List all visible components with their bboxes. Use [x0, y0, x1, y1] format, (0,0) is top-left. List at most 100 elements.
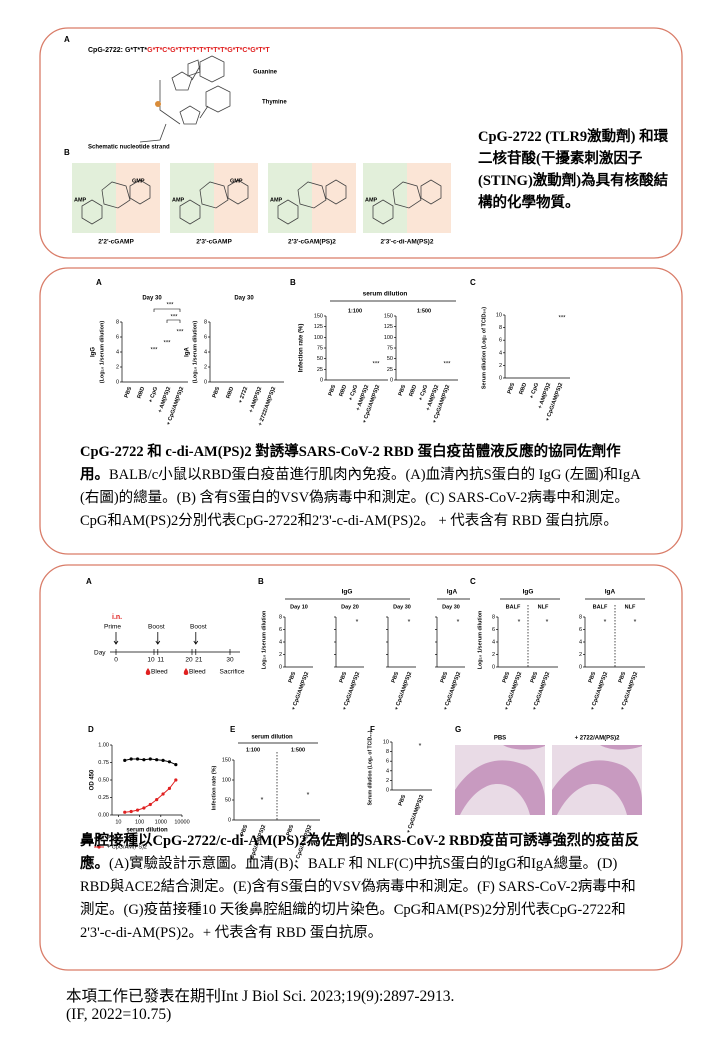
y-tick-label: 150	[222, 757, 231, 763]
y-tick-label: 0.50	[98, 777, 109, 783]
y-tick-label: 8	[579, 614, 582, 620]
day-label: 30	[226, 657, 234, 664]
panel-letter: E	[230, 725, 236, 734]
x-tick-label: PBS	[240, 824, 250, 837]
caption-body: BALB/c小鼠以RBD蛋白疫苗進行肌肉內免疫。(A)血清內抗S蛋白的 IgG …	[80, 467, 640, 529]
x-tick-label: PBS	[618, 671, 628, 684]
axis-title: Serum dilution (Log₂ of TCID₅₀)	[367, 730, 373, 805]
amp-label: AMP	[74, 197, 87, 203]
x-tick-label: PBS	[328, 384, 338, 397]
panel-letter: B	[64, 148, 70, 157]
panel-letter: A	[96, 278, 102, 287]
amp-half	[268, 163, 312, 233]
axis-title: Serum dilution (Log₂ of TCID₅₀)	[481, 307, 487, 389]
box2-caption: CpG-2722 和 c-di-AM(PS)2 對誘導SARS-CoV-2 RB…	[80, 441, 645, 533]
panel-letter: A	[86, 577, 92, 586]
gmp-label: GMP	[132, 178, 145, 184]
caption-body: (A)實驗設計示意圖。血清(B)、BALF 和 NLF(C)中抗S蛋白的IgG和…	[80, 856, 636, 941]
footer-line: (IF, 2022=10.75)	[66, 1006, 172, 1023]
day-label: 0	[114, 657, 118, 664]
compound-label: 2'3'-cGAM(PS)2	[288, 239, 336, 246]
x-tick-label: PBS	[212, 386, 222, 399]
site-label: NLF	[538, 604, 549, 610]
bracket	[153, 308, 181, 323]
significance: ***	[166, 303, 174, 309]
day-label: Day	[94, 650, 106, 657]
chart-title: Day 30	[234, 296, 254, 302]
point	[129, 757, 133, 761]
axis-title: Log₁₀ 1/serum dilution	[477, 610, 483, 669]
point	[142, 758, 146, 762]
x-tick-label: RBD	[519, 382, 529, 395]
line	[124, 779, 177, 813]
x-tick-label: + CpG	[418, 384, 429, 401]
x-tick-label: PBS	[440, 671, 450, 684]
axis-title: Infection rate (%)	[211, 766, 217, 811]
axis-title: Log₁₀ 1/serum dilution	[261, 610, 267, 669]
significance: *	[604, 619, 607, 626]
group-title: IgA	[447, 589, 458, 596]
x-tick-label: 10	[115, 819, 121, 825]
panel-frame	[39, 267, 683, 555]
event-label: Boost	[190, 624, 207, 631]
panel-letter: B	[290, 278, 296, 287]
route-label: i.n.	[112, 614, 122, 621]
x-tick-label: RBD	[137, 386, 147, 399]
group-title: serum dilution	[363, 291, 408, 298]
y-tick-label: 0	[228, 817, 231, 823]
significance: ***	[443, 362, 451, 368]
panel-frame	[39, 27, 683, 259]
panel-letter: C	[470, 278, 476, 287]
y-tick-label: 0	[390, 377, 393, 383]
site-label: BALF	[506, 604, 521, 610]
y-tick-label: 0	[279, 664, 282, 670]
sequence: CpG-2722: G*T*T*G*T*C*G*T*T*T*T*T*T*T*G*…	[88, 47, 270, 54]
x-tick-label: PBS	[398, 794, 408, 807]
y-tick-label: 150	[384, 313, 393, 319]
event-label: Bleed	[151, 669, 168, 676]
chart-title: Day 10	[290, 604, 308, 610]
group-label: 1:500	[417, 308, 431, 314]
amp-label: AMP	[365, 197, 378, 203]
y-tick-label: 2	[279, 652, 282, 658]
y-tick-label: 0.75	[98, 760, 109, 766]
y-tick-label: 100	[384, 335, 393, 341]
group-title: IgA	[605, 589, 616, 596]
structure	[205, 85, 231, 113]
tissue	[552, 760, 642, 815]
y-tick-label: 2	[499, 363, 502, 369]
x-tick-label: 100	[135, 819, 144, 825]
point	[135, 757, 140, 761]
x-tick-label: PBS	[502, 671, 512, 684]
axis-title: IgA	[185, 347, 191, 357]
tissue	[503, 745, 545, 750]
axis-title: IgG	[91, 347, 97, 357]
axis-title: Infection rate (%)	[299, 324, 305, 373]
y-tick-label: 100	[222, 777, 231, 783]
point	[174, 763, 178, 767]
caption-title: 鼻腔接種以CpG-2722/c-di-AM(PS)2為佐劑的SARS-CoV-2…	[80, 833, 640, 872]
x-tick-label: PBS	[530, 671, 540, 684]
x-tick-label: PBS	[398, 384, 408, 397]
panel-frame	[39, 564, 683, 971]
y-tick-label: 8	[116, 319, 119, 325]
x-tick-label: + CpG/AM(PS)2	[406, 794, 425, 834]
point	[161, 758, 165, 763]
y-tick-label: 75	[387, 345, 393, 351]
y-tick-label: 125	[314, 324, 323, 330]
gmp-half	[312, 163, 356, 233]
sequence-cpg: G*T*C*G*T*T*T*T*T*T*T*G*T*C*G*T*T	[147, 47, 270, 54]
x-tick-label: + AM(PS)2	[248, 386, 263, 414]
structure	[372, 179, 442, 225]
structure	[81, 179, 151, 225]
y-tick-label: 0.00	[98, 812, 109, 818]
structure	[159, 80, 181, 125]
y-tick-label: 2	[386, 778, 389, 784]
caption-title: CpG-2722 和 c-di-AM(PS)2 對誘導SARS-CoV-2 RB…	[80, 444, 621, 483]
y-tick-label: 0	[386, 787, 389, 793]
point	[174, 778, 178, 782]
event-label: Bleed	[189, 669, 206, 676]
site-label: BALF	[593, 604, 608, 610]
point	[123, 810, 127, 814]
